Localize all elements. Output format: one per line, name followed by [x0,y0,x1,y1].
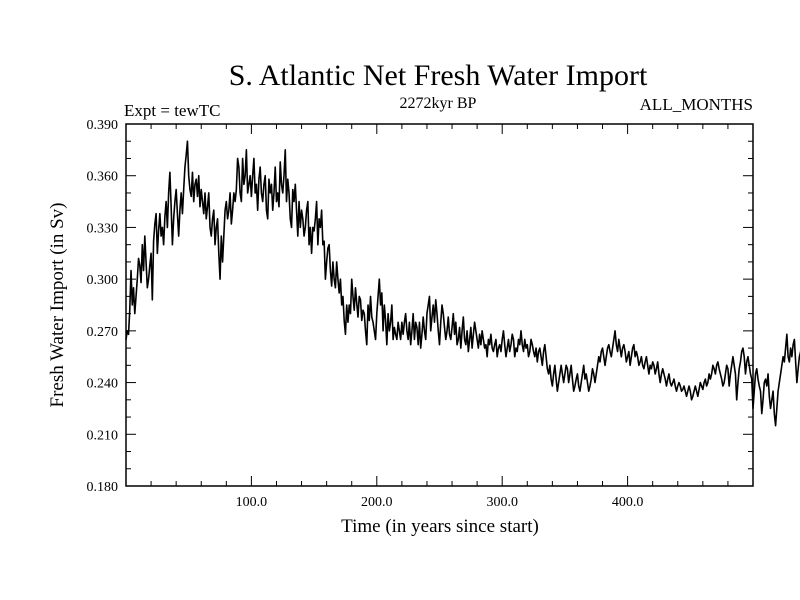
y-tick-label: 0.210 [87,428,119,443]
y-tick-label: 0.240 [87,377,119,392]
x-tick-labels: 100.0 200.0 300.0 400.0 [236,495,644,510]
x-tick-label: 300.0 [486,495,518,510]
plot-frame [125,123,754,487]
chart-title: S. Atlantic Net Fresh Water Import [229,59,648,92]
y-axis-label: Fresh Water Import (in Sv) [47,203,68,408]
x-tick-label: 400.0 [612,495,644,510]
y-tick-label: 0.270 [87,325,119,340]
y-tick-label: 0.330 [87,221,119,236]
y-tick-label: 0.180 [87,480,119,495]
y-tick-label: 0.360 [87,170,119,185]
subtitle-left: Expt = tewTC [124,101,220,120]
x-tick-label: 200.0 [361,495,393,510]
axis-ticks [126,124,753,486]
subtitle-center: 2272kyr BP [400,95,477,112]
y-tick-labels: 0.180 0.210 0.240 0.270 0.300 0.330 0.360 0.390 [87,118,119,495]
series-line [125,140,800,427]
x-axis-label: Time (in years since start) [341,516,539,537]
subtitle-right: ALL_MONTHS [640,95,753,114]
series-group [125,140,800,427]
y-tick-label: 0.390 [87,118,119,133]
plot-area [125,123,800,487]
x-tick-label: 100.0 [236,495,268,510]
y-tick-label: 0.300 [87,273,119,288]
